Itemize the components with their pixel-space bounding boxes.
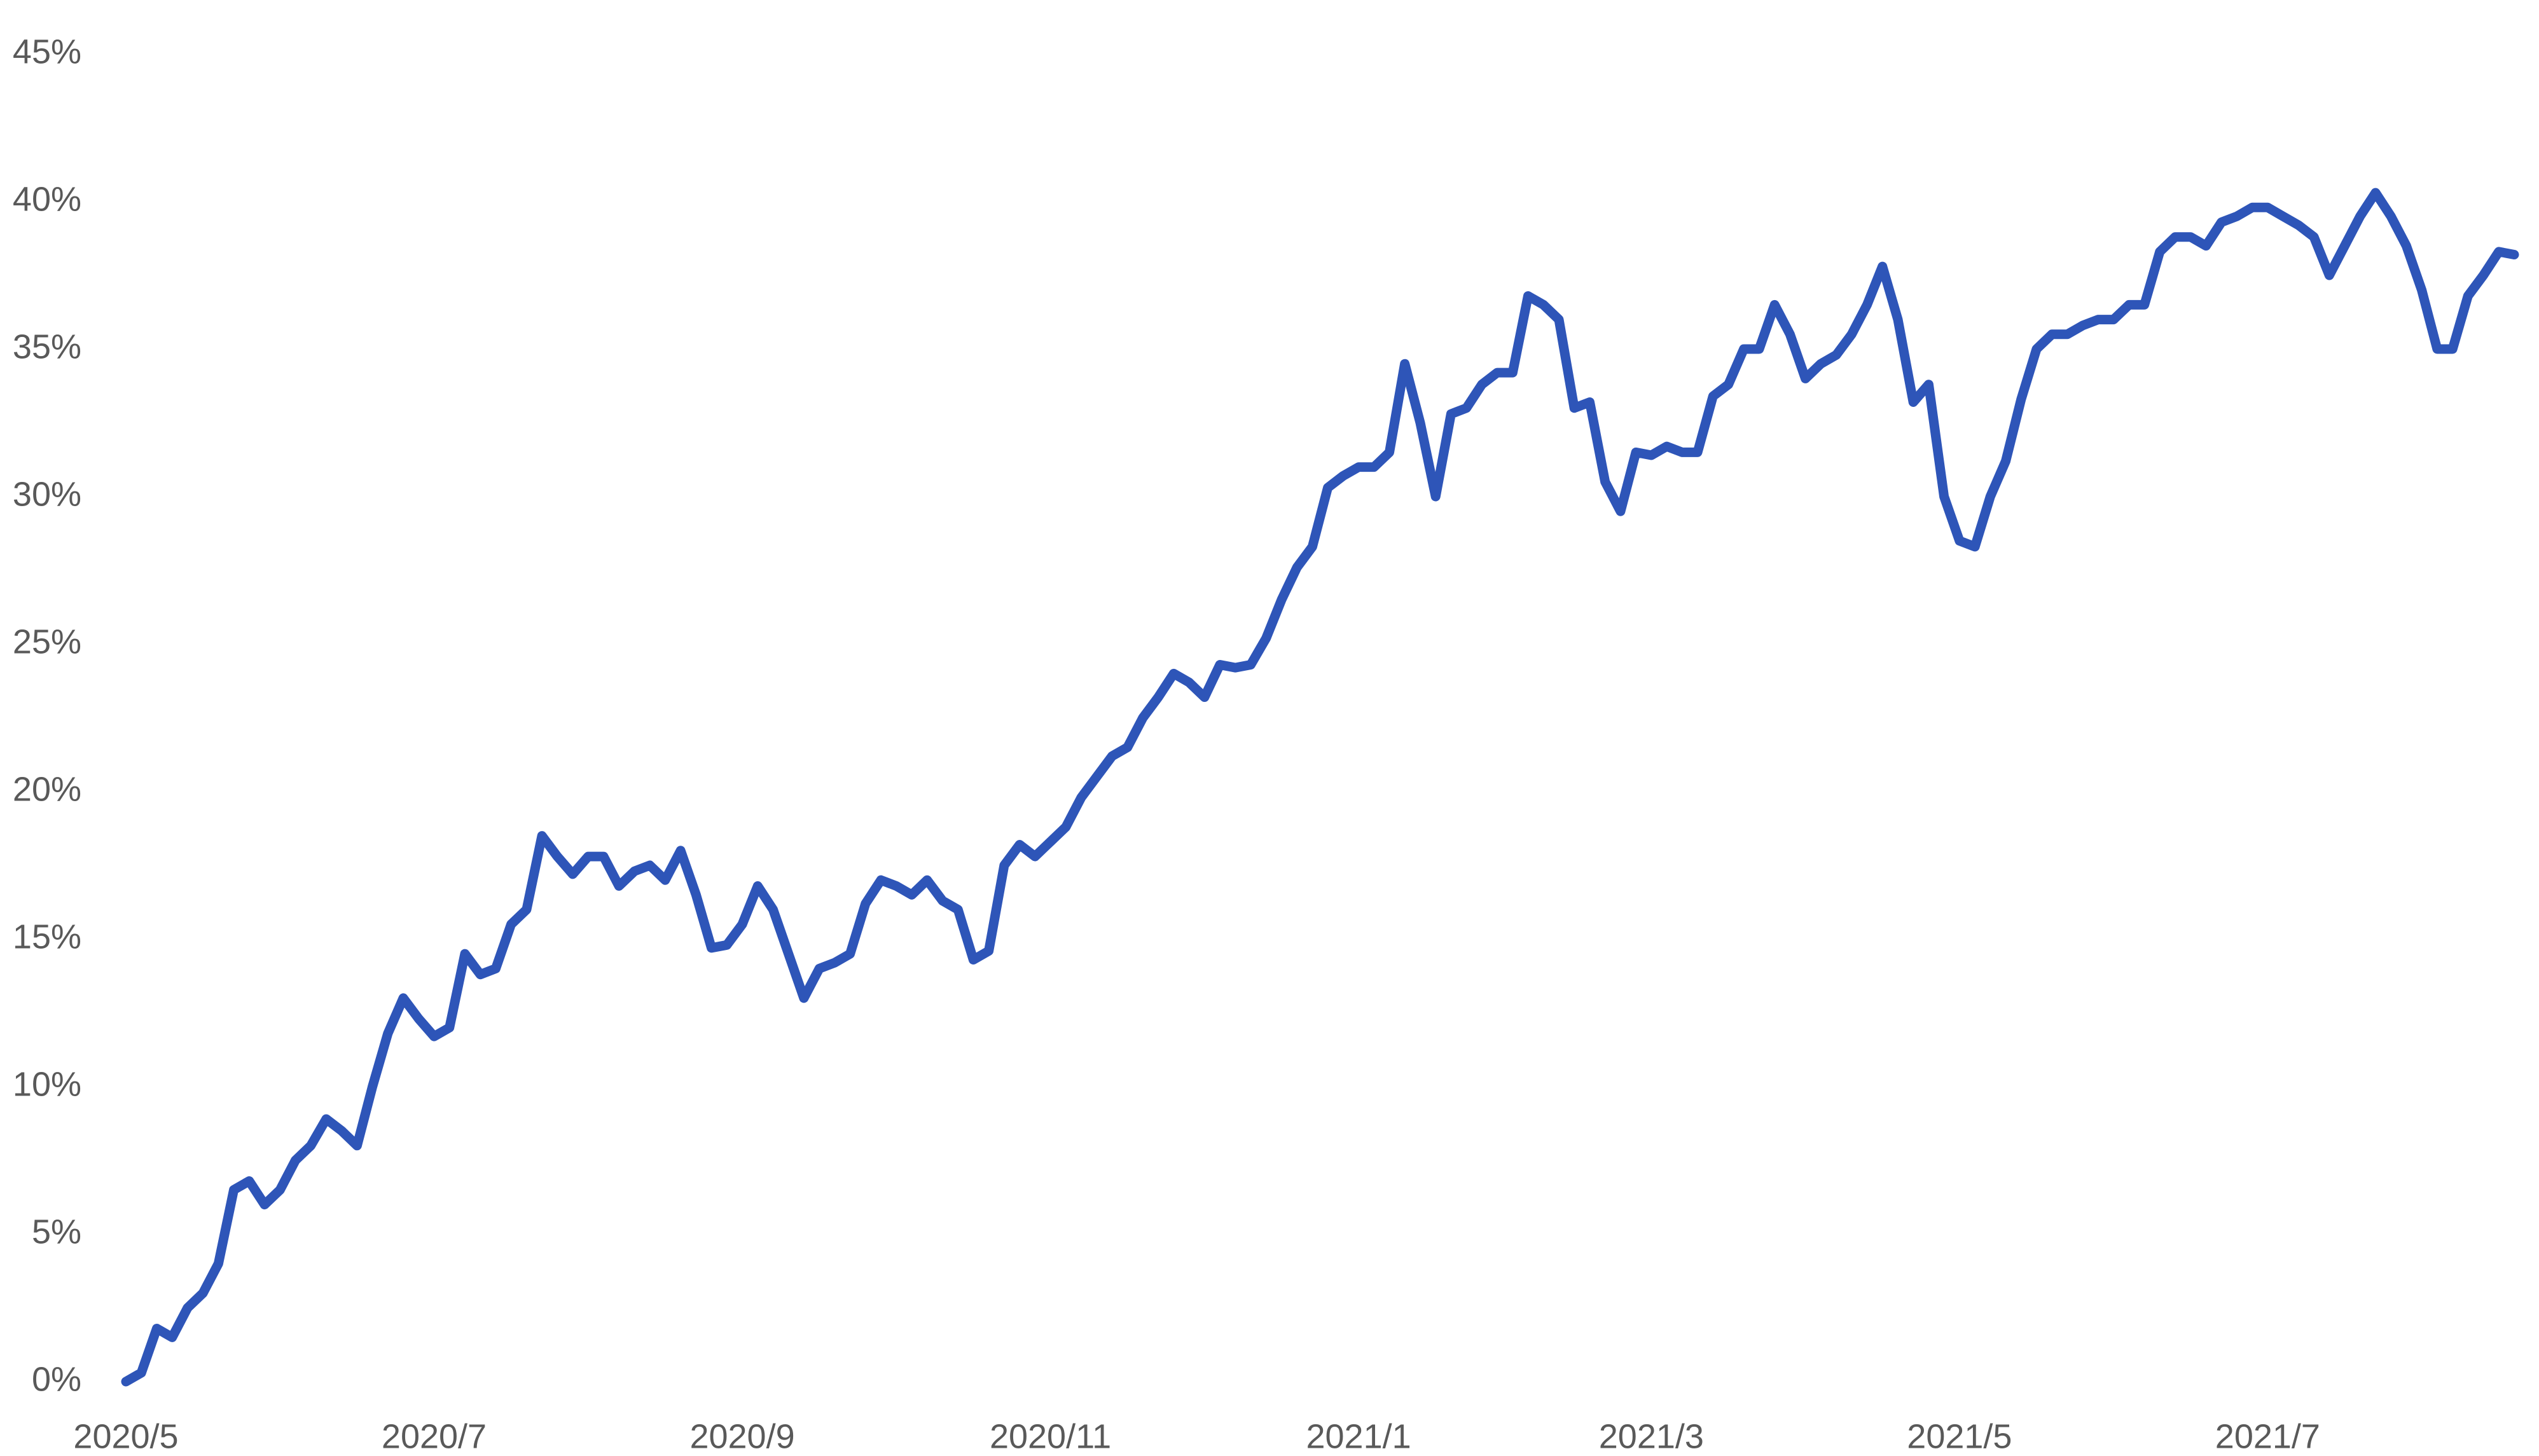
x-tick-label: 2021/3: [1599, 1417, 1704, 1455]
y-tick-label: 25%: [13, 622, 81, 661]
data-line: [121, 188, 2519, 1387]
x-tick-label: 2020/5: [73, 1417, 178, 1455]
y-tick-label: 40%: [13, 180, 81, 218]
y-tick-label: 45%: [13, 32, 81, 71]
x-tick-label: 2021/5: [1907, 1417, 2012, 1455]
x-tick-label: 2020/7: [382, 1417, 487, 1455]
y-tick-label: 10%: [13, 1065, 81, 1103]
y-tick-label: 20%: [13, 770, 81, 808]
y-tick-label: 35%: [13, 327, 81, 366]
y-tick-label: 30%: [13, 475, 81, 513]
x-tick-label: 2021/7: [2215, 1417, 2320, 1455]
y-tick-label: 15%: [13, 917, 81, 956]
x-tick-label: 2021/1: [1306, 1417, 1411, 1455]
y-tick-label: 5%: [32, 1212, 81, 1251]
y-tick-label: 0%: [32, 1360, 81, 1398]
x-tick-label: 2020/11: [990, 1417, 1111, 1455]
x-tick-label: 2020/9: [689, 1417, 794, 1455]
